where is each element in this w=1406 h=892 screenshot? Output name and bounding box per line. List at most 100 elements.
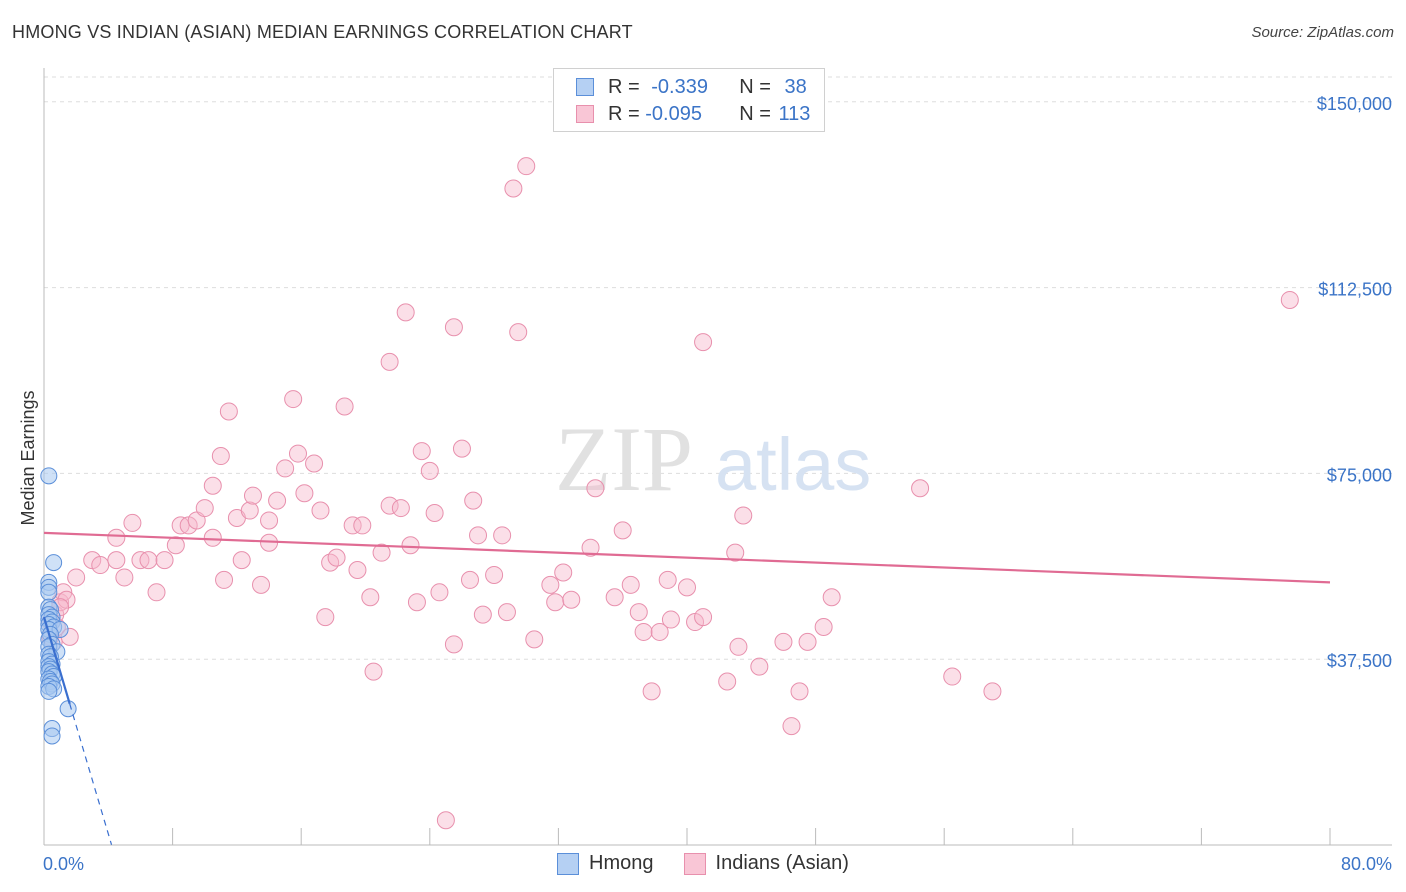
indian-point [634,622,653,641]
indian-point [493,526,512,545]
indian-trend-line [43,531,1331,584]
legend-swatch-indian [576,105,594,123]
indian-point [155,551,174,570]
indian-point [814,617,833,636]
x-tick-min: 0.0% [43,854,84,874]
legend-item-hmong: Hmong [557,852,654,875]
indian-point [195,499,214,518]
indian-point [485,565,504,584]
indian-point [444,318,463,337]
legend-n-value: 113 [778,102,811,125]
indian-point [541,575,560,594]
indian-point [774,632,793,651]
indian-point [464,491,483,510]
y-tick-labels: $37,500 $75,000 $112,500 $150,000 [1317,94,1392,671]
legend-row-indian: R = -0.095 N = 113 [576,102,810,126]
hmong-point [40,467,58,485]
legend-swatch-indian [683,852,706,875]
indian-point [734,506,753,525]
hmong-trend-line [42,616,71,705]
legend-label-hmong: Hmong [589,852,654,874]
y-tick-label: $150,000 [1317,94,1392,114]
indian-point [642,682,661,701]
indian-point [729,637,748,656]
indian-point [407,593,426,612]
watermark-zip: ZIP [555,408,693,510]
watermark-atlas: atlas [715,423,871,506]
indian-point [436,811,455,830]
indian-point [911,479,930,498]
watermark: ZIP atlas [555,408,871,510]
indian-point [203,528,222,547]
indian-point [581,538,600,557]
legend-r-value: -0.339 [651,75,708,98]
legend-label-indian: Indians (Asian) [715,852,849,874]
indian-point [546,593,565,612]
legend-item-indian: Indians (Asian) [683,852,849,875]
indian-point [750,657,769,676]
indian-point [509,323,528,342]
indian-point [284,390,303,409]
legend-n-value: 38 [784,75,807,98]
indian-point [452,439,471,458]
hmong-point [45,554,63,572]
legend-r-value: -0.095 [645,102,702,125]
indian-point [311,501,330,520]
indian-point [396,303,415,322]
indian-point [661,610,680,629]
series-legend: Hmong Indians (Asian) [0,852,1406,875]
hmong-point [40,682,58,700]
hmong-point [59,700,77,718]
indian-point [822,588,841,607]
hmong-point [43,727,61,745]
indian-point [232,551,251,570]
y-tick-label: $112,500 [1318,280,1392,300]
indian-point [401,536,420,555]
legend-r-label: R = [608,75,640,98]
indian-point [252,575,271,594]
indian-point [166,536,185,555]
indian-point [316,608,335,627]
indian-point [123,513,142,532]
indian-point [353,516,372,535]
indian-point [790,682,809,701]
indian-point [372,543,391,562]
indian-point [219,402,238,421]
indian-point [658,570,677,589]
legend-n-label: N = [739,102,771,125]
x-tick-max: 80.0% [1341,854,1392,874]
indian-point [343,516,362,535]
indian-point [473,605,492,624]
indian-point [268,491,287,510]
indian-point [621,575,640,594]
indian-point [67,568,86,587]
indian-point [430,583,449,602]
indian-point [694,608,713,627]
hmong-point [40,583,58,601]
legend-swatch-hmong [576,78,594,96]
indian-point [215,570,234,589]
indian-point [798,632,817,651]
indian-point [650,622,669,641]
indian-point [460,570,479,589]
indian-point [276,459,295,478]
indian-point [943,667,962,686]
legend-n-label: N = [739,75,771,98]
chart-title: HMONG VS INDIAN (ASIAN) MEDIAN EARNINGS … [12,22,633,42]
indian-point [412,442,431,461]
indian-point [327,548,346,567]
trend-lines [42,531,1331,845]
indian-point [517,157,536,176]
indian-point [726,543,745,562]
indian-point [718,672,737,691]
indian-point [348,561,367,580]
y-tick-label: $75,000 [1327,465,1392,485]
indian-point [525,630,544,649]
axes [43,68,1392,846]
indian-point [1280,290,1299,309]
indian-point [554,563,573,582]
indian-point [694,333,713,352]
indian-point [260,511,279,530]
indian-point [107,551,126,570]
